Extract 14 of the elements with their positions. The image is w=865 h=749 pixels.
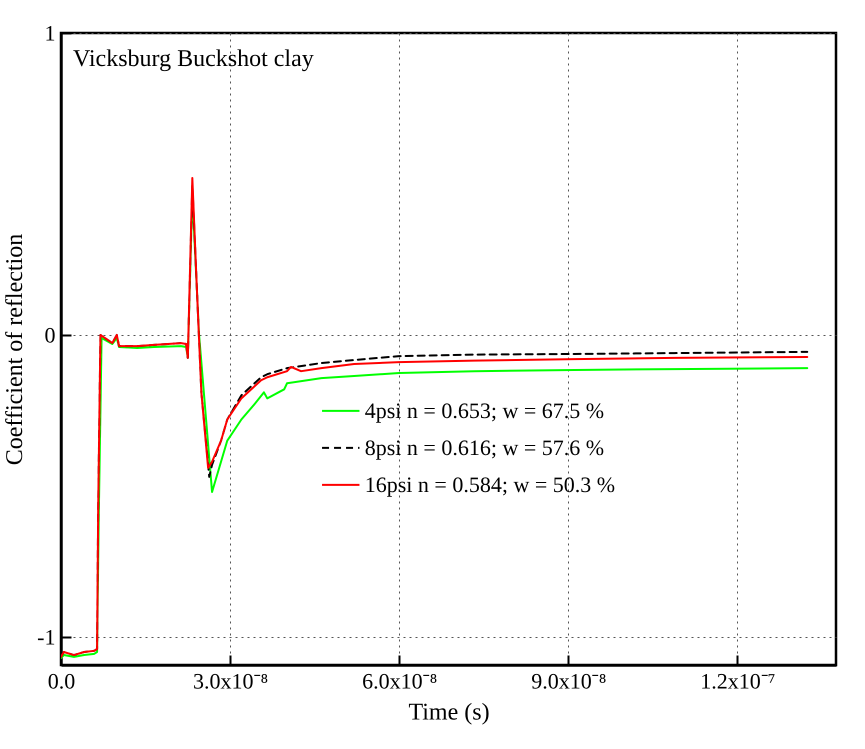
x-tick-label: 9.0x10⁻⁸: [531, 668, 606, 694]
legend-label: 8psi n = 0.616; w = 57.6 %: [364, 434, 604, 460]
annotation: Vicksburg Buckshot clay: [73, 46, 314, 72]
y-tick-label: -1: [37, 624, 56, 650]
y-tick-label: 1: [44, 20, 56, 46]
x-axis-title: Time (s): [408, 700, 490, 726]
x-tick-label: 6.0x10⁻⁸: [362, 668, 438, 694]
legend-label: 4psi n = 0.653; w = 67.5 %: [364, 398, 604, 423]
y-tick-label: 0: [44, 322, 56, 348]
legend-label: 16psi n = 0.584; w = 50.3 %: [364, 472, 616, 497]
x-tick-label: 3.0x10⁻⁸: [193, 668, 268, 694]
x-tick-label: 0.0: [48, 668, 76, 694]
y-axis-title: Coefficient of reflection: [2, 234, 28, 466]
x-tick-label: 1.2x10⁻⁷: [700, 668, 776, 694]
